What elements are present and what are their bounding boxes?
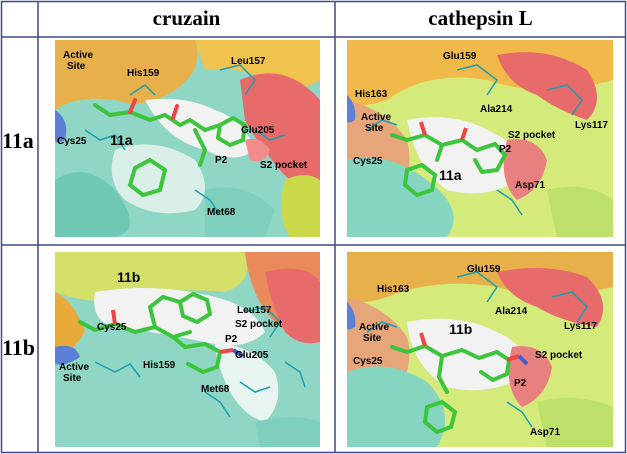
- label-his159: His159: [127, 68, 160, 79]
- label-glu159: Glu159: [443, 51, 477, 62]
- label-s2-pocket: S2 pocket: [508, 130, 556, 141]
- label-ala214: Ala214: [495, 306, 528, 317]
- molecular-surface-image: Glu159 His163 Ala214 Lys117 Active Site S…: [347, 40, 613, 237]
- row-label-11b: 11b: [2, 335, 36, 360]
- column-header-cathepsin: cathepsin L: [428, 6, 533, 30]
- label-leu157: Leu157: [231, 56, 266, 67]
- panel-11b-cruzain: 11b Leu157 S2 pocket Cys25 P2 Active Site…: [55, 252, 320, 447]
- label-active-site: Active Site: [359, 322, 389, 344]
- label-cys25: Cys25: [353, 356, 383, 367]
- label-glu159: Glu159: [467, 264, 501, 275]
- row-label-11a: 11a: [2, 128, 34, 153]
- ligand-label: 11a: [110, 132, 133, 148]
- label-active-site: Active Site: [361, 112, 391, 134]
- label-his159: His159: [143, 360, 176, 371]
- label-p2: P2: [225, 334, 238, 345]
- molecular-surface-image: Active Site His159 Leu157 Glu205 Cys25 11…: [55, 40, 320, 237]
- label-cys25: Cys25: [57, 136, 87, 147]
- label-glu205: Glu205: [241, 125, 275, 136]
- label-active-site: Active Site: [59, 362, 89, 384]
- molecular-surface-image: 11b Leu157 S2 pocket Cys25 P2 Active Site…: [55, 252, 320, 447]
- molecular-surface-image: Glu159 His163 Ala214 Lys117 Active Site 1…: [347, 252, 613, 447]
- label-cys25: Cys25: [353, 156, 383, 167]
- column-header-cruzain: cruzain: [152, 6, 221, 30]
- label-met68: Met68: [201, 384, 230, 395]
- label-p2: P2: [499, 144, 512, 155]
- ligand-label: 11b: [117, 269, 140, 285]
- label-p2: P2: [215, 155, 228, 166]
- label-asp71: Asp71: [515, 180, 545, 191]
- label-ala214: Ala214: [480, 104, 513, 115]
- label-met68: Met68: [207, 207, 236, 218]
- label-s2-pocket: S2 pocket: [535, 350, 583, 361]
- label-leu157: Leu157: [237, 305, 272, 316]
- label-glu205: Glu205: [235, 350, 269, 361]
- label-cys25: Cys25: [97, 322, 127, 333]
- panel-11b-cathepsin: Glu159 His163 Ala214 Lys117 Active Site 1…: [347, 252, 613, 447]
- label-lys117: Lys117: [575, 120, 608, 131]
- label-s2-pocket: S2 pocket: [260, 160, 308, 171]
- ligand-label: 11a: [439, 167, 462, 183]
- label-lys117: Lys117: [564, 321, 597, 332]
- ligand-label: 11b: [449, 321, 472, 337]
- label-p2: P2: [514, 378, 527, 389]
- panel-11a-cruzain: Active Site His159 Leu157 Glu205 Cys25 11…: [55, 40, 320, 237]
- label-s2-pocket: S2 pocket: [235, 319, 283, 330]
- label-asp71: Asp71: [530, 427, 560, 438]
- label-his163: His163: [377, 284, 410, 295]
- label-his163: His163: [355, 89, 388, 100]
- label-active-site: Active Site: [63, 50, 93, 72]
- panel-11a-cathepsin: Glu159 His163 Ala214 Lys117 Active Site S…: [347, 40, 613, 237]
